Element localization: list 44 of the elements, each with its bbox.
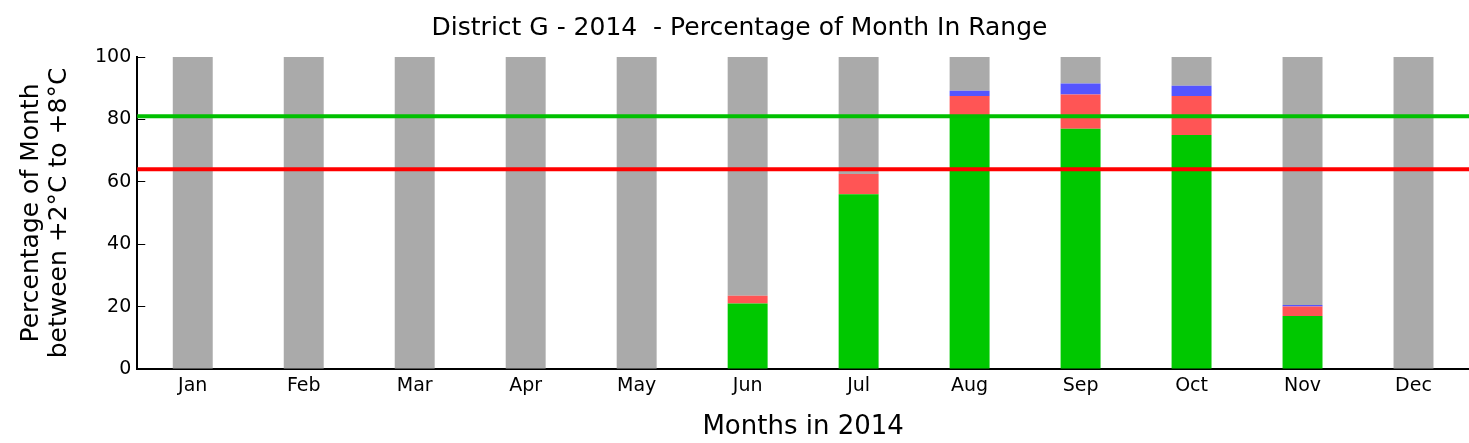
x-tick-label: Aug bbox=[951, 373, 989, 396]
y-tick-label: 100 bbox=[95, 43, 132, 66]
bar bbox=[172, 57, 213, 369]
bar bbox=[1171, 57, 1212, 86]
bar bbox=[1060, 128, 1101, 369]
x-tick-label: Sep bbox=[1062, 373, 1099, 396]
bar bbox=[505, 57, 546, 369]
y-tick-label: 60 bbox=[107, 168, 132, 191]
x-axis-title: Months in 2014 bbox=[702, 410, 904, 441]
bar bbox=[1282, 306, 1323, 316]
bar bbox=[283, 57, 324, 369]
y-tick-label: 0 bbox=[119, 355, 132, 378]
x-tick-label: Jun bbox=[731, 373, 763, 396]
x-tick-label: Apr bbox=[509, 373, 543, 396]
x-tick-label: Nov bbox=[1283, 373, 1322, 396]
chart-title: District G - 2014 - Percentage of Month In Range bbox=[431, 11, 1048, 41]
x-tick-label: Oct bbox=[1175, 373, 1208, 396]
bar bbox=[838, 174, 879, 195]
bar bbox=[838, 57, 879, 174]
bar bbox=[727, 57, 768, 296]
x-tick-label: Jan bbox=[177, 373, 208, 396]
bar bbox=[1060, 57, 1101, 84]
y-tick-label: 20 bbox=[107, 293, 132, 316]
bar bbox=[1060, 83, 1101, 95]
bar bbox=[838, 194, 879, 369]
bar bbox=[949, 90, 990, 96]
x-tick-label: Mar bbox=[396, 373, 433, 396]
bar bbox=[1282, 57, 1323, 306]
x-tick-label: Dec bbox=[1395, 373, 1432, 396]
x-tick-label: May bbox=[617, 373, 657, 396]
x-tick-label: Jul bbox=[846, 373, 871, 396]
bar bbox=[1282, 315, 1323, 369]
bar bbox=[394, 57, 435, 369]
bar bbox=[1171, 135, 1212, 369]
y-axis-title: Percentage of Month between +2°C to +8°C bbox=[15, 67, 72, 359]
x-tick-label: Feb bbox=[286, 373, 321, 396]
y-tick-label: 40 bbox=[107, 231, 132, 254]
bar bbox=[949, 57, 990, 91]
bar bbox=[727, 295, 768, 304]
bar bbox=[1171, 85, 1212, 96]
bar bbox=[1393, 57, 1434, 369]
bar bbox=[616, 57, 657, 369]
y-tick-label: 80 bbox=[107, 106, 132, 129]
bar bbox=[727, 303, 768, 369]
